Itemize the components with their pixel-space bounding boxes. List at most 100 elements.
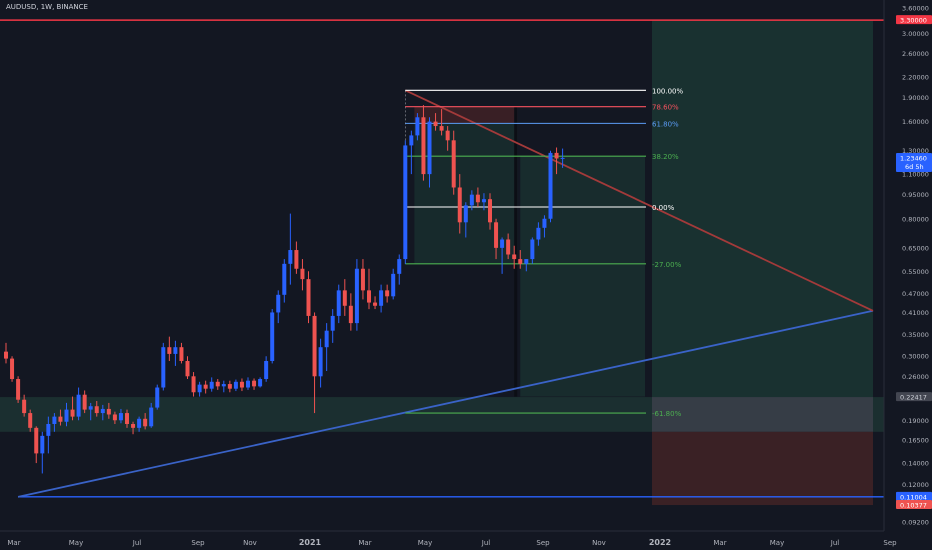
y-tick-label: 1.30000 <box>902 147 929 155</box>
rejection-zone <box>414 106 518 124</box>
candle-body <box>40 435 45 454</box>
candle-body <box>76 394 81 417</box>
candle-body <box>118 413 123 421</box>
candle <box>46 416 51 454</box>
candle <box>481 193 486 211</box>
candle <box>560 148 565 168</box>
candle <box>530 237 535 264</box>
candle-body <box>512 254 517 260</box>
long-entry-zone <box>652 397 873 432</box>
y-tick-label: 0.16500 <box>902 437 929 445</box>
candle <box>415 113 420 141</box>
candle-body <box>554 152 559 159</box>
candle <box>354 259 359 331</box>
x-tick-label: 2022 <box>649 538 671 547</box>
candle-body <box>143 418 148 427</box>
candle-body <box>391 273 396 297</box>
x-tick-label: Sep <box>883 539 897 547</box>
candle-body <box>155 387 160 408</box>
candle <box>360 259 365 300</box>
candle-body <box>318 347 323 377</box>
candle <box>330 309 335 343</box>
price-label-text: 1.23460 <box>900 154 927 162</box>
y-tick-label: 1.60000 <box>902 118 929 126</box>
candle-body <box>137 418 142 428</box>
candle-body <box>191 376 196 393</box>
candle <box>318 338 323 388</box>
candle-body <box>125 413 129 425</box>
candle-body <box>203 384 208 389</box>
candle <box>409 130 414 175</box>
candle-body <box>22 399 27 414</box>
candle-body <box>475 194 480 203</box>
candle <box>512 245 517 269</box>
candle-body <box>16 379 21 400</box>
candle-body <box>46 424 51 436</box>
trendlines <box>17 89 874 498</box>
candle-body <box>4 351 8 359</box>
candle <box>125 409 129 428</box>
y-tick-label: 1.10000 <box>902 171 929 179</box>
candle-body <box>28 413 33 428</box>
y-tick-label: 0.12000 <box>902 481 929 489</box>
candle <box>488 193 492 230</box>
candle <box>554 147 559 175</box>
candle-body <box>215 381 220 387</box>
y-tick-label: 3.00000 <box>902 30 929 38</box>
x-tick-label: May <box>770 539 784 547</box>
candle-body <box>427 121 432 175</box>
candle-body <box>227 384 232 389</box>
candle-body <box>70 409 75 417</box>
candle <box>373 296 378 310</box>
candle <box>542 215 547 238</box>
candle-body <box>52 416 57 425</box>
candle-body <box>385 290 390 297</box>
candle <box>379 284 384 313</box>
candle <box>233 379 238 392</box>
candle-body <box>82 394 87 410</box>
candle-body <box>488 199 492 223</box>
price-label-text: 3.30000 <box>900 17 927 25</box>
candle <box>385 284 390 303</box>
candle <box>300 259 305 291</box>
candle-body <box>264 360 269 380</box>
candle-body <box>161 347 166 388</box>
fib-level-label: 78.60% <box>652 104 679 112</box>
candle <box>52 413 57 432</box>
candle-body <box>354 268 359 324</box>
candle <box>457 174 462 234</box>
candle-body <box>312 315 317 377</box>
candle-body <box>100 408 105 414</box>
candle-body <box>131 424 136 428</box>
candle <box>294 241 299 274</box>
candle-body <box>149 407 154 427</box>
candle <box>367 268 371 310</box>
candle <box>173 340 178 366</box>
candle-body <box>373 302 378 306</box>
candle <box>215 379 220 390</box>
candle <box>506 233 511 260</box>
candle <box>439 109 444 136</box>
y-tick-label: 0.95000 <box>902 191 929 199</box>
y-tick-label: 3.60000 <box>902 4 929 12</box>
candle-body <box>348 305 353 324</box>
candle-body <box>58 416 63 422</box>
candle <box>118 408 123 424</box>
y-tick-label: 2.20000 <box>902 73 929 81</box>
candle <box>167 336 172 361</box>
candle-body <box>34 427 39 454</box>
candle-body <box>270 312 275 361</box>
candle <box>264 356 269 382</box>
x-tick-label: Nov <box>243 539 257 547</box>
price-label-text: 0.11004 <box>900 493 927 501</box>
y-tick-label: 0.14000 <box>902 460 929 468</box>
fib-level-label: 61.80% <box>652 120 679 128</box>
price-label-box <box>896 491 932 501</box>
price-label-box <box>896 392 932 402</box>
candlestick-series <box>4 105 565 474</box>
candle <box>76 387 81 421</box>
candle-body <box>112 414 117 421</box>
x-tick-label: Jul <box>132 539 142 547</box>
